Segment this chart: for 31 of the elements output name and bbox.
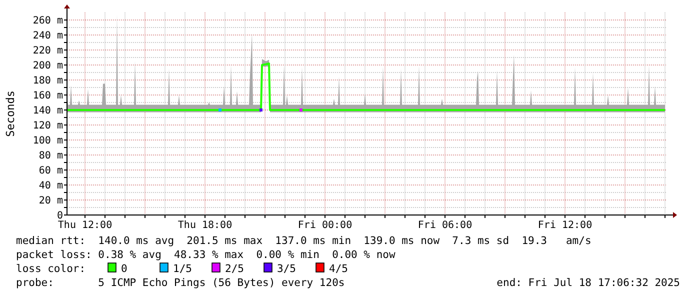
legend-label: 1/5 [173, 263, 192, 275]
y-tick-label: 100 m [32, 136, 63, 146]
y-tick-label: 80 m [38, 150, 63, 162]
x-tick-label: Fri 00:00 [298, 220, 352, 231]
legend-label: 0 [121, 263, 128, 275]
text: probe: 5 ICMP Echo Pings (56 Bytes) every 120s [16, 277, 345, 289]
y-tick-label: 120 m [32, 120, 63, 132]
y-tick-label: 180 m [32, 76, 63, 86]
y-tick-label: 260 m [32, 16, 63, 26]
legend-label: 3/5 [277, 263, 296, 275]
text: packet loss: 0.38 % avg 48.33 % max 0.00 % min 0.00 % now [16, 249, 396, 261]
y-tick-label: 140 m [32, 106, 63, 116]
y-tick-label: 0 [56, 210, 63, 222]
y-tick-label: 40 m [38, 180, 63, 192]
y-tick-label: 200 m [32, 60, 63, 72]
y-tick-label: 240 m [32, 30, 63, 42]
line-series [66, 62, 666, 111]
y-tick-label: 160 m [32, 90, 63, 102]
legend-title: loss color: [16, 263, 86, 275]
x-tick-label: Fri 06:00 [418, 220, 472, 231]
y-tick-label: 60 m [38, 166, 63, 176]
x-tick-label: Thu 12:00 [58, 220, 112, 231]
y-axis-title: Seconds [4, 90, 17, 137]
x-tick-label: Fri 12:00 [538, 220, 592, 231]
y-tick-label: 220 m [32, 46, 63, 56]
text: median rtt: 140.0 ms avg 201.5 ms max 137.0 ms min 139.0 ms now 7.3 ms sd 19.3 am/s [16, 235, 592, 247]
text: end: Fri Jul 18 17:06:32 2025 [496, 277, 680, 289]
y-tick-label: 20 m [38, 196, 63, 206]
legend-label: 2/5 [225, 263, 244, 275]
legend-label: 4/5 [329, 263, 348, 275]
x-tick-label: Thu 18:00 [178, 220, 232, 231]
